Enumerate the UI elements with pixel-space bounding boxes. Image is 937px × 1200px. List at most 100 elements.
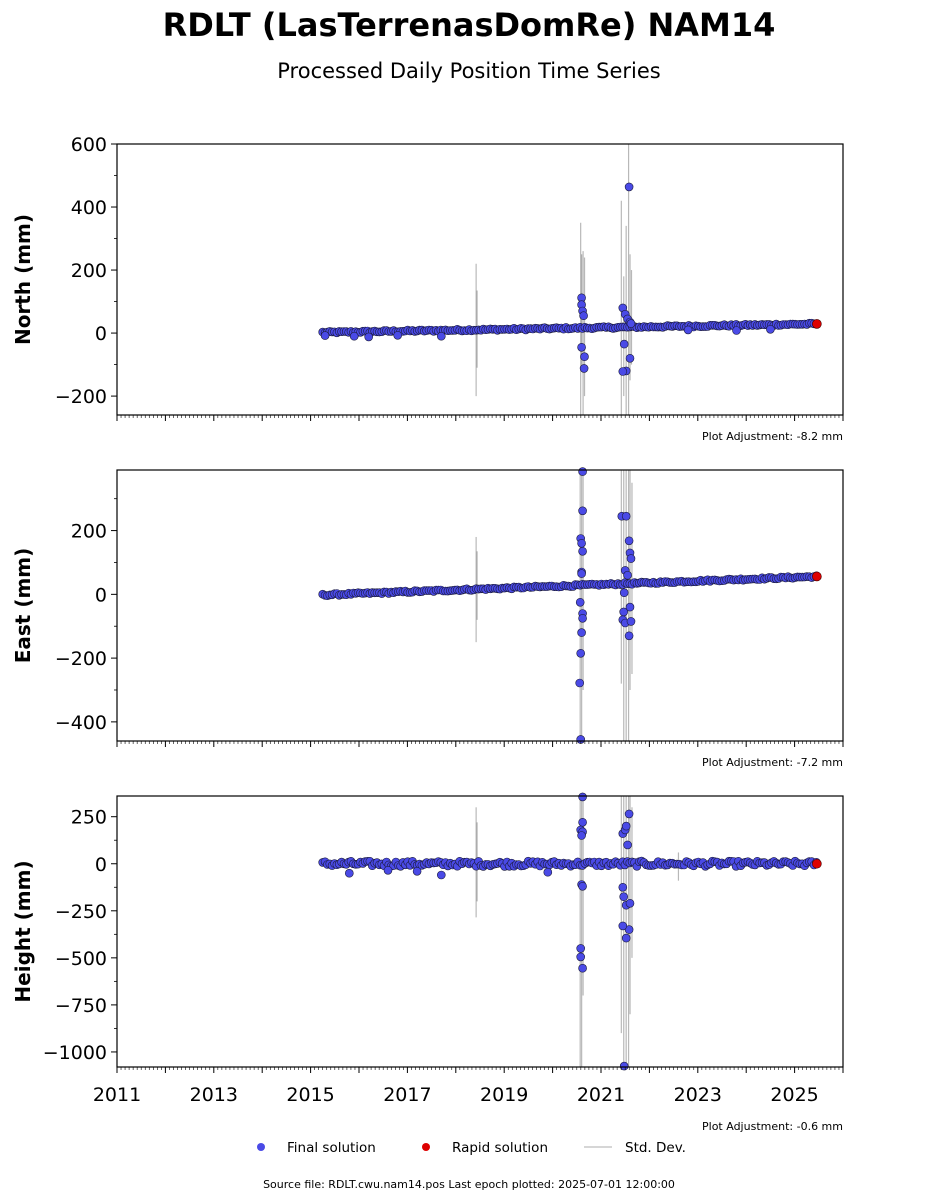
north-y-axis-label: North (mm)	[11, 214, 35, 345]
east-plot-adjustment: Plot Adjustment: -7.2 mm	[702, 756, 843, 769]
north-outlier-point	[683, 325, 693, 335]
height-outlier-point	[344, 868, 354, 878]
east-outlier-point	[578, 613, 587, 623]
legend-std-label: Std. Dev.	[625, 1140, 686, 1156]
east-outlier-point	[576, 648, 586, 658]
height-outlier-point	[618, 921, 628, 931]
height-outlier-point	[578, 792, 587, 802]
north-outlier-point	[320, 331, 330, 340]
height-outlier-point	[624, 809, 634, 819]
height-y-tick-label: −750	[55, 995, 107, 1017]
east-y-tick-label: −400	[55, 712, 107, 734]
east-y-tick-label: 0	[95, 584, 107, 606]
height-outlier-point	[543, 867, 553, 877]
chart-title: RDLT (LasTerrenasDomRe) NAM14	[163, 6, 776, 44]
east-y-tick-label: 200	[71, 521, 107, 543]
height-rapid-point	[812, 858, 822, 869]
height-y-tick-label: 0	[95, 854, 107, 876]
north-y-tick-label: 200	[71, 260, 107, 282]
east-outlier-point	[626, 554, 636, 563]
height-x-tick-label: 2019	[480, 1084, 528, 1106]
east-y-axis: −400 −200 0 200	[55, 498, 117, 734]
north-outlier-point	[579, 311, 588, 321]
north-plot-adjustment: Plot Adjustment: -8.2 mm	[702, 430, 843, 443]
north-panel: −200 0 200 400 600 North (mm) Plot Adjustment:…	[11, 134, 844, 443]
north-y-tick-label: 600	[71, 134, 107, 156]
height-outlier-point	[625, 898, 635, 908]
legend-rapid-marker	[422, 1143, 430, 1151]
east-outlier-point	[619, 588, 629, 598]
north-outlier-point	[625, 353, 635, 363]
north-y-tick-label: 0	[95, 323, 107, 345]
height-outlier-point	[621, 821, 631, 831]
east-outlier-point	[625, 602, 635, 612]
height-y-axis: −1000 −750 −500 −250 0 250	[43, 807, 117, 1064]
legend-final-marker	[257, 1143, 265, 1151]
north-outlier-point	[579, 364, 589, 373]
height-x-tick-label: 2017	[383, 1084, 431, 1106]
height-outlier-point	[618, 882, 628, 892]
height-x-tick-label: 2015	[286, 1084, 334, 1106]
height-plot-adjustment: Plot Adjustment: -0.6 mm	[702, 1120, 843, 1133]
height-outlier-point	[619, 1061, 629, 1071]
east-outlier-point	[575, 597, 585, 607]
north-outlier-point	[618, 367, 628, 376]
height-y-tick-label: −1000	[43, 1042, 107, 1064]
height-x-tick-label: 2025	[770, 1084, 818, 1106]
height-final-series	[318, 792, 821, 1071]
height-outlier-point	[578, 817, 587, 827]
height-outlier-point	[624, 925, 634, 934]
east-x-axis	[116, 741, 844, 747]
height-outlier-point	[383, 865, 393, 875]
north-outlier-point	[393, 330, 403, 340]
height-y-tick-label: −250	[55, 901, 107, 923]
east-outlier-point	[577, 538, 586, 548]
east-outlier-point	[575, 678, 585, 688]
height-outlier-point	[578, 881, 587, 891]
east-y-axis-label: East (mm)	[11, 548, 35, 664]
east-y-tick-label: −200	[55, 648, 107, 670]
height-x-tick-label: 2013	[190, 1084, 238, 1106]
height-outlier-point	[412, 866, 422, 876]
east-outlier-point	[578, 467, 587, 476]
chart-subtitle: Processed Daily Position Time Series	[277, 59, 661, 83]
north-y-axis: −200 0 200 400 600	[55, 134, 117, 408]
east-outlier-point	[577, 628, 586, 637]
east-outlier-point	[578, 546, 587, 556]
height-outlier-point	[576, 944, 586, 953]
east-outlier-point	[621, 511, 631, 521]
height-outlier-point	[577, 831, 586, 840]
north-outlier-point	[619, 339, 629, 349]
height-x-tick-label: 2023	[674, 1084, 722, 1106]
north-outlier-point	[626, 319, 636, 328]
north-outlier-point	[364, 332, 374, 342]
north-y-tick-label: 400	[71, 197, 107, 219]
east-outlier-point	[624, 536, 634, 546]
panels: −200 0 200 400 600 North (mm) Plot Adjustment:…	[11, 134, 844, 1133]
east-outlier-point	[623, 570, 632, 580]
east-panel: −400 −200 0 200 East (mm) Plot Adjustment: -7…	[11, 467, 844, 769]
height-x-tick-label: 2011	[93, 1084, 141, 1106]
north-x-axis	[116, 415, 844, 421]
north-outlier-point	[436, 331, 446, 341]
legend-rapid-label: Rapid solution	[452, 1140, 548, 1156]
north-outlier-point	[732, 326, 741, 335]
north-outlier-point	[766, 324, 775, 334]
east-outlier-point	[624, 631, 634, 641]
height-y-tick-label: −500	[55, 948, 107, 970]
east-outlier-point	[577, 569, 586, 578]
north-outlier-point	[349, 331, 359, 341]
height-outlier-point	[578, 963, 587, 973]
north-final-series	[318, 182, 821, 376]
height-x-tick-label: 2021	[577, 1084, 625, 1106]
height-outlier-point	[623, 840, 632, 850]
height-outlier-point	[619, 892, 629, 902]
height-outlier-point	[621, 933, 631, 943]
legend: Final solution Rapid solution Std. Dev.	[257, 1140, 686, 1156]
north-rapid-point	[812, 319, 822, 329]
east-rapid-point	[812, 571, 822, 582]
east-outlier-point	[626, 617, 636, 626]
north-y-tick-label: −200	[55, 386, 107, 408]
